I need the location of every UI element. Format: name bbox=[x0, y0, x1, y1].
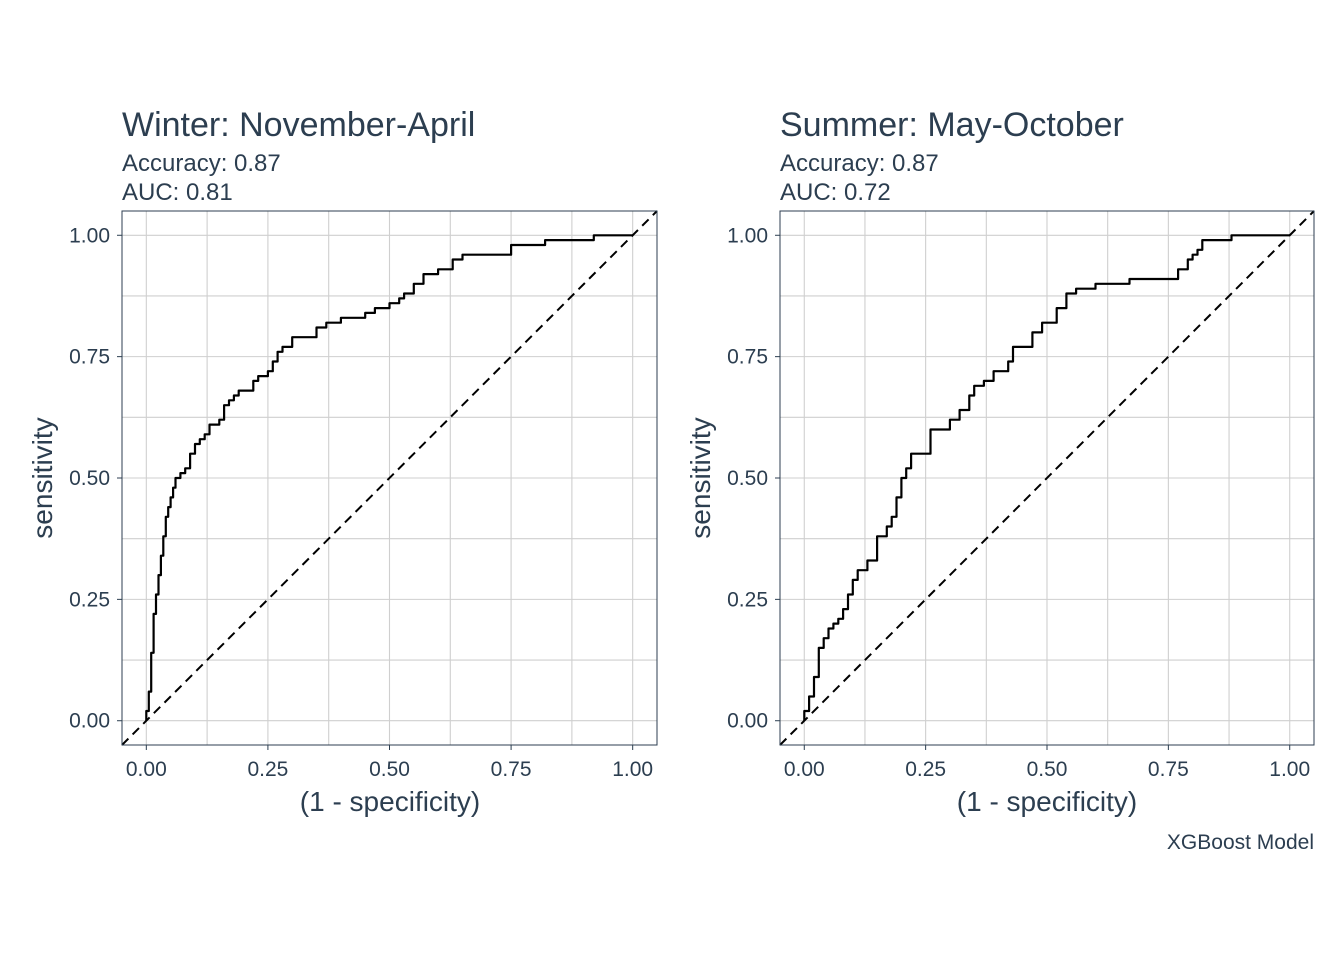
summer-panel: Summer: May-October Accuracy: 0.87 AUC: … bbox=[685, 106, 1315, 817]
summer-roc-curve bbox=[803, 234, 1290, 721]
winter-y-tick-label: 0.00 bbox=[69, 710, 110, 733]
winter-reference-diagonal bbox=[121, 210, 658, 746]
summer-x-tick-label: 1.00 bbox=[1269, 758, 1310, 781]
summer-y-tick-label: 0.25 bbox=[727, 588, 768, 611]
winter-y-tick-label: 0.25 bbox=[69, 588, 110, 611]
summer-auc: AUC: 0.72 bbox=[780, 179, 891, 206]
winter-x-axis-title: (1 - specificity) bbox=[300, 786, 480, 817]
summer-x-axis-title: (1 - specificity) bbox=[957, 786, 1137, 817]
summer-y-tick-label: 1.00 bbox=[727, 224, 768, 247]
summer-reference-diagonal bbox=[779, 210, 1315, 746]
winter-y-tick-label: 0.75 bbox=[69, 346, 110, 369]
winter-accuracy: Accuracy: 0.87 bbox=[122, 150, 281, 177]
winter-plot-area: 0.00 0.25 0.50 0.75 1.00 0.00 0.25 0.50 0.75 1.00 bbox=[69, 210, 658, 781]
winter-x-tick-label: 0.50 bbox=[369, 758, 410, 781]
summer-x-tick-label: 0.75 bbox=[1148, 758, 1189, 781]
winter-y-tick-label: 1.00 bbox=[69, 224, 110, 247]
summer-y-axis-title: sensitivity bbox=[685, 417, 716, 538]
summer-y-tick-label: 0.50 bbox=[727, 467, 768, 490]
winter-x-tick-label: 1.00 bbox=[612, 758, 653, 781]
winter-y-axis-title: sensitivity bbox=[27, 417, 58, 538]
summer-title: Summer: May-October bbox=[780, 106, 1124, 144]
summer-x-tick-label: 0.00 bbox=[784, 758, 825, 781]
winter-x-tick-label: 0.00 bbox=[126, 758, 167, 781]
winter-title: Winter: November-April bbox=[122, 106, 475, 144]
summer-y-tick-label: 0.75 bbox=[727, 346, 768, 369]
summer-x-tick-label: 0.25 bbox=[905, 758, 946, 781]
summer-x-tick-label: 0.50 bbox=[1027, 758, 1068, 781]
winter-y-tick-label: 0.50 bbox=[69, 467, 110, 490]
summer-y-tick-label: 0.00 bbox=[727, 710, 768, 733]
winter-x-tick-label: 0.75 bbox=[491, 758, 532, 781]
winter-x-tick-label: 0.25 bbox=[247, 758, 288, 781]
winter-panel: Winter: November-April Accuracy: 0.87 AU… bbox=[27, 106, 658, 817]
winter-auc: AUC: 0.81 bbox=[122, 179, 233, 206]
caption: XGBoost Model bbox=[1167, 831, 1314, 854]
summer-accuracy: Accuracy: 0.87 bbox=[780, 150, 939, 177]
winter-roc-curve bbox=[145, 234, 633, 721]
summer-plot-area: 0.00 0.25 0.50 0.75 1.00 0.00 0.25 0.50 0.75 1.00 bbox=[727, 210, 1315, 781]
